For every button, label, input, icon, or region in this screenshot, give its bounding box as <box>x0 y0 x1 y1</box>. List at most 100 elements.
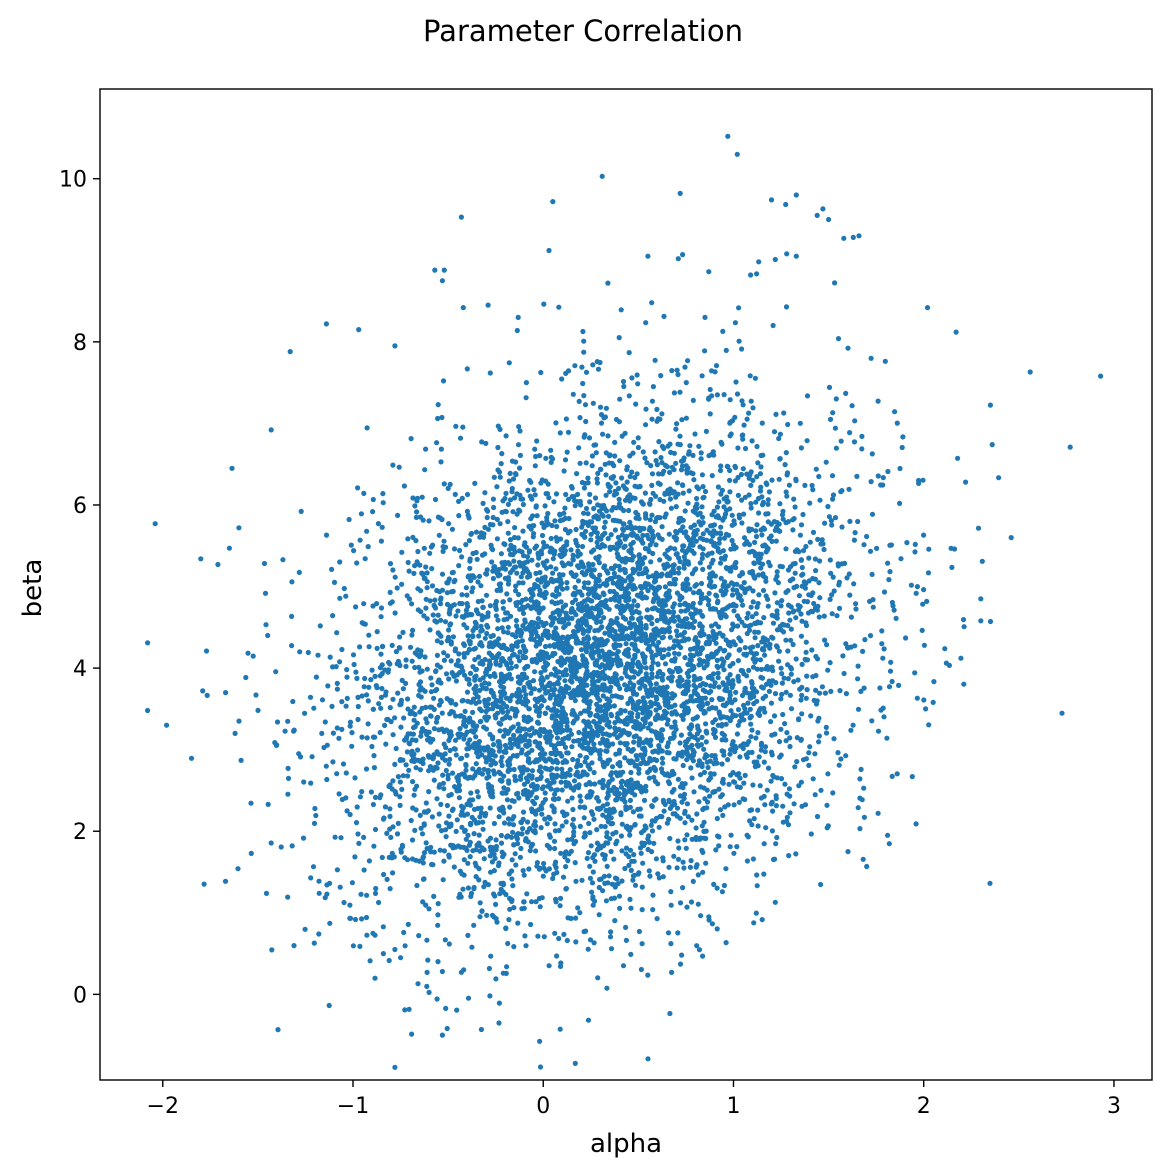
data-point <box>510 509 516 515</box>
data-point <box>573 878 579 884</box>
data-point <box>616 335 622 341</box>
data-point <box>674 590 681 596</box>
data-point <box>616 893 623 899</box>
data-point <box>736 305 742 311</box>
data-point <box>361 684 367 690</box>
data-point <box>639 594 645 601</box>
data-point <box>462 845 468 851</box>
data-point <box>614 654 620 660</box>
data-point <box>435 402 441 408</box>
data-point <box>582 534 588 540</box>
data-point <box>664 749 670 756</box>
data-point <box>747 373 753 379</box>
data-point <box>480 826 486 832</box>
data-point <box>343 770 349 776</box>
data-point <box>608 929 614 935</box>
data-point <box>370 801 376 808</box>
data-point <box>500 605 506 611</box>
data-point <box>765 501 771 507</box>
data-point <box>640 501 646 507</box>
data-point <box>390 462 396 468</box>
data-point <box>813 687 819 693</box>
data-point <box>822 690 829 696</box>
data-point <box>589 889 595 895</box>
data-point <box>381 871 387 878</box>
data-point <box>604 638 610 644</box>
data-point <box>438 640 444 646</box>
data-point <box>222 878 229 884</box>
data-point <box>361 834 367 841</box>
data-point <box>631 719 638 725</box>
data-point <box>794 759 800 765</box>
data-point <box>733 713 739 719</box>
data-point <box>824 802 830 808</box>
data-point <box>535 616 541 622</box>
data-point <box>330 613 336 619</box>
data-point <box>494 654 500 660</box>
data-point <box>583 649 590 655</box>
data-point <box>759 646 766 653</box>
data-point <box>395 774 401 780</box>
data-point <box>538 825 544 831</box>
data-point <box>733 559 739 566</box>
data-point <box>554 735 561 741</box>
data-point <box>838 756 844 762</box>
data-point <box>685 679 691 685</box>
data-point <box>457 435 464 441</box>
data-point <box>364 892 370 898</box>
data-point <box>581 349 587 355</box>
data-point <box>676 651 682 657</box>
data-point <box>707 386 713 393</box>
data-point <box>735 474 741 481</box>
data-point <box>616 750 622 756</box>
data-point <box>636 721 643 727</box>
data-point <box>885 468 891 475</box>
data-point <box>522 617 528 623</box>
data-point <box>758 452 764 459</box>
data-point <box>705 674 711 681</box>
data-point <box>753 910 759 916</box>
data-point <box>634 691 640 698</box>
data-point <box>577 753 583 759</box>
data-point <box>499 804 506 810</box>
data-point <box>675 480 681 486</box>
data-point <box>706 564 713 570</box>
data-point <box>399 549 405 555</box>
data-point <box>666 531 672 537</box>
data-point <box>666 646 672 652</box>
data-point <box>829 611 835 617</box>
data-point <box>773 803 780 809</box>
data-point <box>790 609 796 615</box>
data-point <box>534 786 540 792</box>
data-point <box>712 680 718 686</box>
data-point <box>807 744 813 750</box>
data-point <box>522 604 528 610</box>
data-point <box>442 827 449 833</box>
data-point <box>476 832 482 838</box>
data-point <box>703 721 709 727</box>
data-point <box>739 346 745 352</box>
data-point <box>749 438 755 444</box>
data-point <box>628 665 634 671</box>
data-point <box>582 759 588 765</box>
data-point <box>331 579 338 586</box>
data-point <box>639 941 645 947</box>
data-point <box>707 758 713 764</box>
data-point <box>772 590 778 596</box>
data-point <box>446 854 452 860</box>
data-point <box>668 902 674 908</box>
data-point <box>797 420 803 426</box>
data-point <box>700 531 706 537</box>
data-point <box>352 854 358 860</box>
data-point <box>763 593 769 599</box>
data-point <box>524 891 530 897</box>
data-point <box>920 601 926 607</box>
data-point <box>672 650 678 656</box>
data-point <box>480 604 486 610</box>
data-point <box>735 722 741 728</box>
data-point <box>597 670 603 677</box>
data-point <box>750 782 756 788</box>
data-point <box>400 629 406 636</box>
data-point <box>498 461 504 467</box>
data-point <box>347 915 353 921</box>
